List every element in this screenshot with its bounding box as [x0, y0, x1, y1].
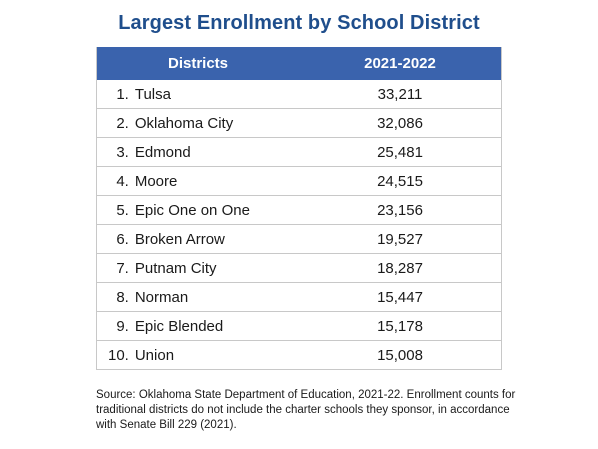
row-rank: 5.: [116, 201, 129, 219]
row-enrollment: 23,156: [377, 201, 423, 219]
enrollment-table: Districts 2021-2022 1. Tulsa 33,211 2. Oklah…: [96, 47, 502, 370]
table-row: 3. Edmond 25,481: [97, 138, 501, 167]
row-district: Putnam City: [134, 259, 217, 277]
row-enrollment: 15,008: [377, 346, 423, 364]
row-rank: 3.: [116, 143, 129, 161]
table-row: 7. Putnam City 18,287: [97, 254, 501, 283]
row-district: Union: [134, 346, 175, 364]
row-enrollment: 32,086: [377, 114, 423, 132]
row-district: Broken Arrow: [134, 230, 225, 248]
table-row: 6. Broken Arrow 19,527: [97, 225, 501, 254]
row-enrollment: 24,515: [377, 172, 423, 190]
table-row: 5. Epic One on One 23,156: [97, 196, 501, 225]
row-rank: 9.: [116, 317, 129, 335]
table-row: 10. Union 15,008: [97, 341, 501, 370]
row-rank: 1.: [116, 85, 129, 103]
row-rank: 4.: [116, 172, 129, 190]
row-rank: 8.: [116, 288, 129, 306]
row-district: Edmond: [134, 143, 191, 161]
table-row: 8. Norman 15,447: [97, 283, 501, 312]
row-district: Moore: [134, 172, 178, 190]
table-row: 1. Tulsa 33,211: [97, 80, 501, 109]
row-district: Epic One on One: [134, 201, 250, 219]
row-district: Oklahoma City: [134, 114, 234, 132]
source-note: Source: Oklahoma State Department of Edu…: [96, 389, 516, 431]
header-districts: Districts: [167, 55, 229, 72]
row-rank: 2.: [116, 114, 129, 132]
row-enrollment: 15,178: [377, 317, 423, 335]
row-rank: 6.: [116, 230, 129, 248]
table-row: 2. Oklahoma City 32,086: [97, 109, 501, 138]
table-body: 1. Tulsa 33,211 2. Oklahoma City 32,086 3. Edmo…: [97, 80, 501, 370]
row-rank: 10.: [107, 346, 129, 364]
table-header: Districts 2021-2022: [97, 47, 501, 80]
table-row: 4. Moore 24,515: [97, 167, 501, 196]
row-district: Tulsa: [134, 85, 171, 103]
row-district: Epic Blended: [134, 317, 224, 335]
header-year: 2021-2022: [364, 55, 436, 72]
row-enrollment: 15,447: [377, 288, 423, 306]
table-title: Largest Enrollment by School District: [118, 12, 480, 34]
row-enrollment: 19,527: [377, 230, 423, 248]
row-enrollment: 33,211: [377, 85, 423, 103]
row-enrollment: 25,481: [377, 143, 423, 161]
table-row: 9. Epic Blended 15,178: [97, 312, 501, 341]
row-rank: 7.: [116, 259, 129, 277]
row-enrollment: 18,287: [377, 259, 423, 277]
row-district: Norman: [134, 288, 189, 306]
